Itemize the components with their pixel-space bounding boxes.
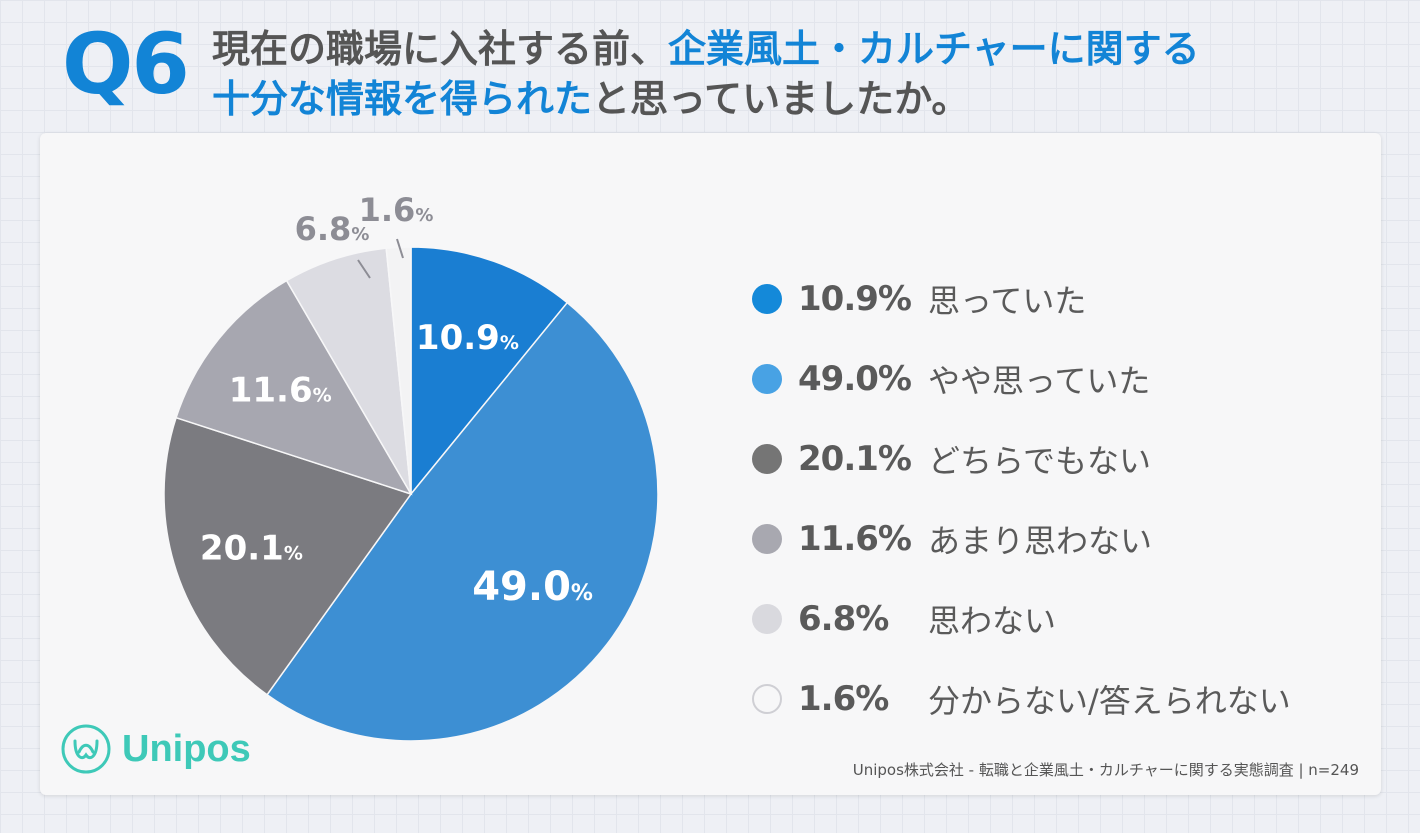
legend-percent: 20.1% [798,439,912,479]
pie-slice-5 [285,247,412,495]
logo-text: Unipos [122,727,251,770]
legend-swatch [752,524,782,554]
unipos-logo-icon [61,724,111,774]
legend-swatch [752,604,782,634]
slice-label-5: 6.8% [295,210,370,248]
legend-label: あまり思わない [928,522,1153,560]
legend-percent: 1.6% [798,679,889,719]
legend-swatch [752,444,782,474]
legend-item-6: 1.6% 分からない/答えられない [752,659,1291,739]
legend-percent: 11.6% [798,519,912,559]
slice-label-6: 1.6% [359,191,434,229]
slice-label-4: 11.6% [229,371,332,411]
leader-line-6 [396,238,404,259]
legend-item-4: 11.6% あまり思わない [752,499,1291,579]
legend-item-3: 20.1% どちらでもない [752,419,1291,499]
leader-line-5 [357,259,371,279]
slice-label-3: 20.1% [200,528,303,568]
legend-item-5: 6.8% 思わない [752,579,1291,659]
unipos-logo: Unipos [60,723,251,775]
legend-percent: 10.9% [798,279,912,319]
pie-slice-4 [175,279,413,496]
legend-swatch [752,284,782,314]
legend-percent: 6.8% [798,599,889,639]
legend-swatch [752,364,782,394]
question-number: Q6 [62,15,190,113]
legend-percent: 49.0% [798,359,912,399]
pie-slice-1 [410,246,569,497]
title-line2-part2: と思っていましたか。 [592,77,970,121]
legend-label: 思わない [928,602,1057,640]
chart-panel: 10.9% 49.0% 20.1% 11.6% 6.8% 1.6% 10.9% 思っていた… [40,133,1381,795]
legend-label: 思っていた [928,282,1087,320]
legend: 10.9% 思っていた 49.0% やや思っていた 20.1% どちらでもない … [752,259,1291,739]
page-title: 現在の職場に入社する前、企業風土・カルチャーに関する 十分な情報を得られたと思っ… [212,24,1200,124]
slice-label-2: 49.0% [472,564,593,610]
pie-slice-3 [163,416,413,696]
source-note: Unipos株式会社 - 転職と企業風土・カルチャーに関する実態調査 | n=2… [852,761,1359,779]
legend-label: どちらでもない [928,442,1152,480]
title-line1-highlight: 企業風土・カルチャーに関する [668,27,1200,71]
slice-label-1: 10.9% [416,318,519,358]
legend-item-2: 49.0% やや思っていた [752,339,1291,419]
title-line2-highlight: 十分な情報を得られた [212,77,593,121]
legend-swatch [752,684,782,714]
legend-label: やや思っていた [928,362,1151,400]
legend-label: 分からない/答えられない [928,682,1291,720]
pie-chart: 10.9% 49.0% 20.1% 11.6% 6.8%1.6% [163,191,659,742]
legend-item-1: 10.9% 思っていた [752,259,1291,339]
title-line1-part1: 現在の職場に入社する前、 [212,27,669,71]
pie-slice-2 [266,301,659,742]
